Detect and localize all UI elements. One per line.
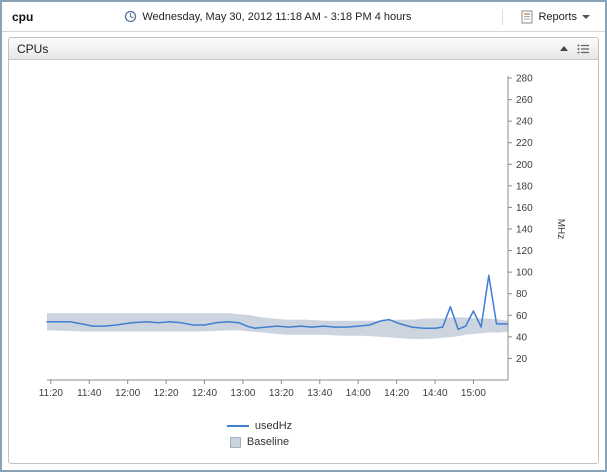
svg-text:11:20: 11:20 — [39, 388, 64, 399]
chart-legend: usedHz Baseline — [11, 418, 598, 450]
time-range-label: Wednesday, May 30, 2012 11:18 AM - 3:18 … — [142, 10, 412, 23]
svg-text:20: 20 — [516, 354, 528, 365]
svg-text:180: 180 — [516, 181, 533, 192]
svg-text:12:00: 12:00 — [115, 388, 140, 399]
svg-text:15:00: 15:00 — [461, 388, 486, 399]
svg-text:100: 100 — [516, 268, 533, 279]
panel-tools — [560, 44, 590, 54]
cpus-panel: CPUs 20 40 60 80 100 120 140 160 180 200 220 240 260… — [8, 37, 599, 464]
collapse-panel-icon[interactable] — [560, 46, 568, 51]
svg-text:40: 40 — [516, 332, 528, 343]
svg-text:140: 140 — [516, 225, 533, 236]
cpus-panel-header: CPUs — [9, 38, 598, 60]
svg-text:12:40: 12:40 — [192, 388, 217, 399]
panel-title: CPUs — [17, 41, 49, 56]
legend-label: usedHz — [254, 420, 293, 432]
y-axis: 20 40 60 80 100 120 140 160 180 200 220 240 260 280 — [508, 74, 533, 365]
toolbar: cpu Wednesday, May 30, 2012 11:18 AM - 3… — [2, 2, 605, 32]
svg-text:240: 240 — [516, 117, 533, 128]
svg-text:14:40: 14:40 — [422, 388, 447, 399]
svg-text:200: 200 — [516, 160, 533, 171]
svg-text:12:20: 12:20 — [154, 388, 179, 399]
y-axis-label: MHz — [555, 219, 566, 240]
x-axis: 11:20 11:40 12:00 12:20 12:40 13:00 13:20 13:40… — [39, 380, 486, 399]
legend-label: Baseline — [246, 436, 290, 448]
cpu-usage-chart: 20 40 60 80 100 120 140 160 180 200 220 240 260 280 11… — [39, 74, 566, 400]
svg-text:160: 160 — [516, 203, 533, 214]
report-document-icon — [521, 10, 533, 24]
svg-text:14:00: 14:00 — [346, 388, 371, 399]
reports-label: Reports — [538, 10, 577, 23]
svg-text:60: 60 — [516, 311, 528, 322]
time-range: Wednesday, May 30, 2012 11:18 AM - 3:18 … — [33, 10, 502, 23]
svg-text:13:40: 13:40 — [307, 388, 332, 399]
legend-swatch — [226, 425, 249, 427]
toolbar-right: Reports — [502, 7, 595, 27]
svg-text:13:20: 13:20 — [269, 388, 294, 399]
svg-text:80: 80 — [516, 289, 528, 300]
legend-swatch — [229, 436, 241, 448]
svg-text:220: 220 — [516, 138, 533, 149]
chart-area: 20 40 60 80 100 120 140 160 180 200 220 240 260 280 11… — [9, 60, 598, 463]
svg-text:11:40: 11:40 — [77, 388, 102, 399]
svg-text:280: 280 — [516, 74, 533, 85]
svg-text:13:00: 13:00 — [230, 388, 255, 399]
page-title: cpu — [12, 9, 34, 24]
svg-text:260: 260 — [516, 95, 533, 106]
clock-icon — [124, 10, 137, 23]
svg-text:120: 120 — [516, 246, 533, 257]
legend-item-usedhz: usedHz — [11, 418, 598, 434]
usedHz-line — [46, 274, 509, 331]
svg-text:14:20: 14:20 — [384, 388, 409, 399]
view-menu-icon[interactable] — [577, 44, 590, 54]
axes — [47, 76, 509, 381]
legend-item-baseline: Baseline — [11, 434, 598, 450]
reports-button[interactable]: Reports — [516, 7, 595, 27]
chevron-down-icon — [582, 14, 590, 19]
toolbar-separator — [502, 8, 504, 25]
